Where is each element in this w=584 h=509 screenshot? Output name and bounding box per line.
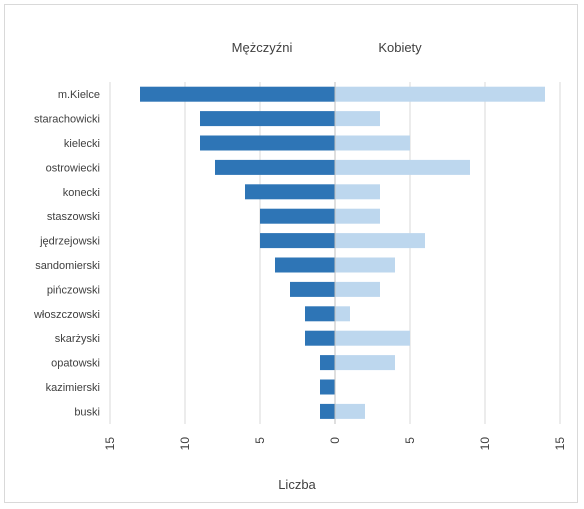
bar-men bbox=[200, 111, 335, 127]
x-tick-label: 10 bbox=[478, 437, 492, 451]
category-label: kielecki bbox=[64, 138, 100, 150]
bar-men bbox=[200, 135, 335, 151]
bar-men bbox=[290, 281, 335, 297]
x-tick-label: 15 bbox=[103, 437, 117, 451]
series-label-men: Mężczyźni bbox=[232, 40, 293, 55]
bars bbox=[140, 82, 545, 424]
category-label: włoszczowski bbox=[33, 309, 100, 321]
category-labels: m.Kielce starachowicki kielecki ostrowiecki… bbox=[33, 89, 100, 418]
x-tick-label: 15 bbox=[553, 437, 567, 451]
category-label: m.Kielce bbox=[58, 89, 100, 101]
bar-men bbox=[305, 306, 335, 322]
category-label: pińczowski bbox=[47, 284, 100, 296]
category-label: opatowski bbox=[51, 358, 100, 370]
bar-women bbox=[335, 86, 545, 102]
category-label: ostrowiecki bbox=[46, 162, 100, 174]
bar-women bbox=[335, 281, 380, 297]
category-label: buski bbox=[74, 406, 100, 418]
bar-men bbox=[245, 184, 335, 200]
x-tick-label: 5 bbox=[253, 437, 267, 444]
bar-women bbox=[335, 257, 395, 273]
bar-women bbox=[335, 306, 350, 322]
bar-women bbox=[335, 330, 410, 346]
bar-women bbox=[335, 184, 380, 200]
bar-men bbox=[275, 257, 335, 273]
x-tick-label: 5 bbox=[403, 437, 417, 444]
bar-men bbox=[320, 355, 335, 371]
bar-women bbox=[335, 233, 425, 249]
bar-women bbox=[335, 159, 470, 175]
x-tick-labels: 15 10 5 0 5 10 15 bbox=[103, 437, 567, 451]
category-label: konecki bbox=[63, 187, 100, 199]
bar-men bbox=[260, 233, 335, 249]
bar-men bbox=[260, 208, 335, 224]
bar-women bbox=[335, 403, 365, 419]
bar-men bbox=[140, 86, 335, 102]
bar-men bbox=[215, 159, 335, 175]
series-label-women: Kobiety bbox=[378, 40, 422, 55]
category-label: kazimierski bbox=[46, 382, 100, 394]
category-label: staszowski bbox=[47, 211, 100, 223]
category-label: sandomierski bbox=[35, 260, 100, 272]
x-tick-label: 10 bbox=[178, 437, 192, 451]
bar-women bbox=[335, 111, 380, 127]
x-tick-label: 0 bbox=[328, 437, 342, 444]
bar-women bbox=[335, 355, 395, 371]
category-label: skarżyski bbox=[55, 333, 100, 345]
category-label: starachowicki bbox=[34, 114, 100, 126]
category-label: jędrzejowski bbox=[39, 236, 100, 248]
bar-women bbox=[335, 135, 410, 151]
bar-men bbox=[320, 379, 335, 395]
x-axis-title: Liczba bbox=[278, 477, 316, 492]
bar-women bbox=[335, 208, 380, 224]
bar-men bbox=[320, 403, 335, 419]
bar-men bbox=[305, 330, 335, 346]
